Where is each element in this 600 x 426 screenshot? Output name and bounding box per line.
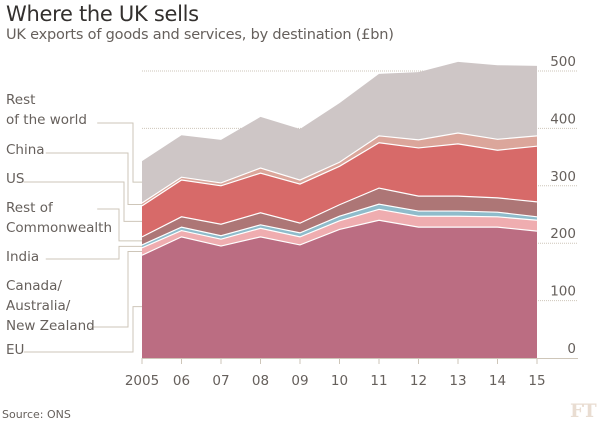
area-separator [141,132,538,204]
series-label: Rest of the world [6,92,87,128]
area-separator [141,219,538,256]
series-label: EU [6,342,24,358]
area-separator [141,187,538,238]
series-label: US [6,171,24,187]
leader-line [97,122,142,183]
leader-lines [23,122,142,353]
y-axis: 0 100 200 300 400 500 [550,54,576,357]
series-labels: EU Canada/Australia/New Zealand India Rest … [6,92,112,358]
x-tick-label: 09 [291,373,308,389]
area-us [142,142,537,237]
area-india [142,204,537,248]
stacked-areas [141,61,538,358]
area-separator [141,208,538,249]
x-tick-label: 10 [331,373,348,389]
y-tick-label: 0 [567,341,576,357]
leader-line [89,251,142,328]
x-tick-label: 06 [173,373,190,389]
x-tick-label: 07 [212,373,229,389]
leader-line [45,152,142,205]
x-axis: 2005 06 07 08 09 10 11 12 13 14 15 [125,358,578,389]
x-tick-label: 13 [449,373,466,389]
y-tick-label: 200 [550,226,576,242]
series-label: Rest of Commonwealth [6,200,112,236]
area-canada-australia-new-zealand [142,209,537,256]
x-tick-label: 14 [489,373,506,389]
chart-subtitle: UK exports of goods and services, by des… [6,27,394,43]
y-tick-label: 500 [550,54,576,70]
source-note: Source: ONS [2,408,71,421]
x-tick-label: 08 [252,373,269,389]
x-tick-label: 12 [410,373,427,389]
leader-line [97,208,142,242]
chart-title: Where the UK sells [6,2,199,26]
leader-line [23,306,142,353]
ft-logo: FT [570,400,597,422]
y-tick-label: 300 [550,169,576,185]
area-china [142,132,537,206]
series-label: Canada/Australia/New Zealand [6,278,95,334]
x-tick-label: 11 [370,373,387,389]
y-tick-label: 400 [550,111,576,127]
y-tick-label: 100 [550,284,576,300]
area-eu [142,220,537,358]
area-rest-of-commonwealth [142,188,537,245]
area-separator [141,142,538,207]
series-label: India [6,249,39,265]
leader-line [45,245,142,260]
area-separator [141,203,538,246]
x-tick-label: 15 [528,373,545,389]
x-tick-label: 2005 [125,373,159,389]
area-rest-of-the-world [142,61,537,204]
leader-line [23,181,142,222]
series-label: China [6,142,45,158]
